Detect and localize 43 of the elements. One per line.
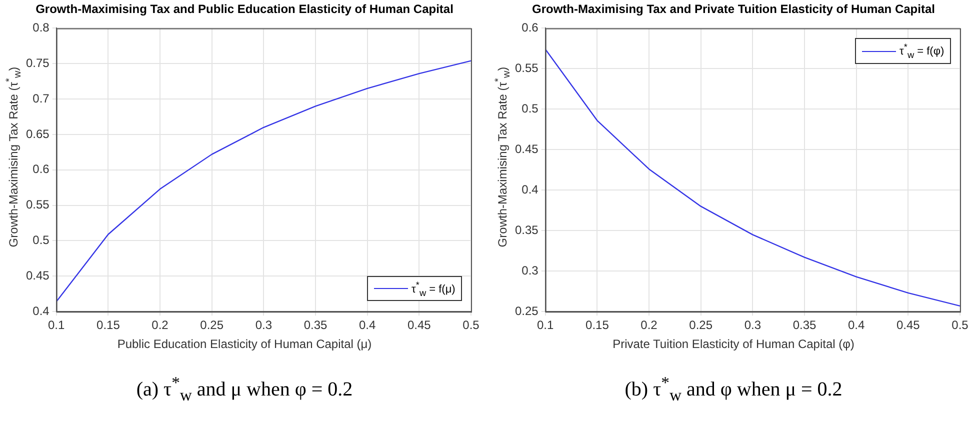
y-tick-label: 0.45 bbox=[25, 268, 50, 282]
x-tick-label: 0.45 bbox=[896, 318, 920, 332]
legend-label: τ$^{*}$$_{w}$ = f(φ) bbox=[900, 42, 944, 60]
x-tick-label: 0.35 bbox=[303, 318, 328, 332]
y-tick-label: 0.8 bbox=[32, 20, 50, 35]
x-tick-label: 0.1 bbox=[536, 318, 554, 332]
y-tick-label: 0.55 bbox=[514, 61, 538, 75]
x-tick-label: 0.25 bbox=[688, 318, 712, 332]
y-tick-label: 0.4 bbox=[521, 182, 538, 196]
y-tick-label: 0.55 bbox=[25, 198, 50, 212]
x-axis-title: Public Education Elasticity of Human Capital (μ) bbox=[117, 337, 372, 351]
y-tick-label: 0.6 bbox=[32, 162, 50, 176]
x-tick-label: 0.4 bbox=[847, 318, 865, 332]
x-tick-label: 0.3 bbox=[254, 318, 272, 332]
x-tick-label: 0.4 bbox=[358, 318, 376, 332]
y-tick-label: 0.65 bbox=[25, 126, 50, 141]
x-axis-title: Private Tuition Elasticity of Human Capital (φ) bbox=[612, 337, 854, 351]
x-tick-label: 0.2 bbox=[640, 318, 658, 332]
y-tick-label: 0.4 bbox=[32, 304, 50, 318]
x-tick-label: 0.2 bbox=[151, 318, 168, 332]
y-tick-label: 0.6 bbox=[521, 20, 538, 35]
x-tick-label: 0.5 bbox=[951, 318, 968, 332]
y-tick-label: 0.25 bbox=[514, 304, 538, 318]
y-tick-label: 0.7 bbox=[32, 91, 50, 106]
y-tick-label: 0.3 bbox=[521, 263, 538, 278]
x-tick-label: 0.15 bbox=[585, 318, 609, 332]
y-tick-label: 0.5 bbox=[32, 233, 50, 248]
chart-title: Growth-Maximising Tax and Public Education Elasticity of Human Capital bbox=[36, 2, 454, 18]
x-tick-label: 0.25 bbox=[200, 318, 224, 332]
x-tick-label: 0.1 bbox=[48, 318, 65, 332]
x-tick-label: 0.3 bbox=[744, 318, 761, 332]
y-tick-label: 0.75 bbox=[25, 56, 50, 70]
x-tick-label: 0.5 bbox=[462, 318, 480, 332]
y-tick-label: 0.35 bbox=[514, 222, 538, 237]
text: (a) τ$^{*}$$_{w}$ and μ when φ = 0.2 bbox=[136, 373, 353, 406]
x-tick-label: 0.45 bbox=[406, 318, 431, 332]
y-tick-label: 0.45 bbox=[514, 142, 538, 156]
x-tick-label: 0.35 bbox=[792, 318, 816, 332]
y-tick-label: 0.5 bbox=[521, 101, 538, 116]
legend-label: τ$^{*}$$_{w}$ = f(μ) bbox=[412, 280, 456, 298]
text: (b) τ$^{*}$$_{w}$ and φ when μ = 0.2 bbox=[624, 373, 842, 406]
chart-title: Growth-Maximising Tax and Private Tuition Elasticity of Human Capital bbox=[532, 2, 935, 18]
x-tick-label: 0.15 bbox=[96, 318, 120, 332]
